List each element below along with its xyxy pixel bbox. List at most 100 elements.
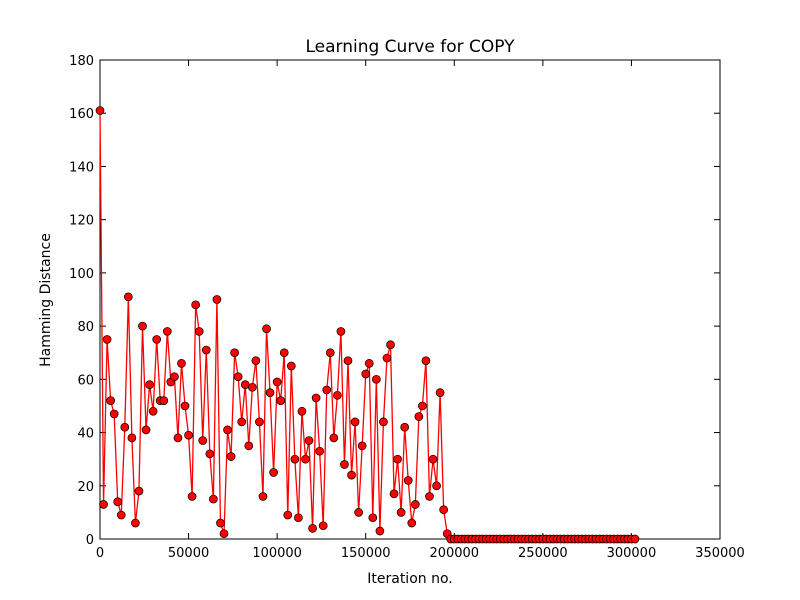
data-point (262, 324, 271, 334)
data-point (393, 454, 402, 464)
x-tick-label: 50000 (168, 546, 209, 561)
data-point (379, 417, 388, 427)
data-point (315, 446, 325, 456)
data-point (194, 327, 204, 336)
data-point (123, 292, 133, 302)
data-point (322, 385, 332, 395)
data-point (233, 372, 243, 382)
data-point (131, 518, 140, 528)
x-tick-label: 100000 (252, 546, 302, 561)
data-point (148, 406, 158, 416)
data-point (230, 348, 239, 358)
data-point (361, 369, 371, 379)
data-point (99, 500, 108, 509)
y-tick-label: 180 (69, 54, 94, 69)
data-point (364, 359, 374, 368)
data-point (343, 356, 353, 366)
y-tick-label: 20 (77, 480, 94, 495)
data-point (396, 508, 406, 517)
data-point (318, 521, 328, 531)
data-point (219, 529, 229, 539)
data-point (414, 412, 424, 421)
data-point (95, 106, 105, 115)
data-point (630, 534, 640, 544)
data-point (269, 468, 278, 477)
y-tick-label: 120 (69, 214, 94, 229)
data-point (237, 417, 247, 427)
chart-title: Learning Curve for COPY (305, 37, 515, 57)
data-point (106, 396, 115, 405)
data-point (400, 422, 410, 432)
data-point (435, 388, 445, 397)
data-point (357, 441, 367, 451)
data-point (201, 345, 211, 355)
data-point (141, 425, 151, 435)
data-point (375, 526, 385, 536)
data-point (244, 441, 254, 451)
data-point (354, 508, 363, 517)
data-point (290, 454, 300, 464)
data-point (216, 518, 225, 528)
x-tick-label: 200000 (429, 546, 479, 561)
data-point (152, 335, 162, 344)
data-point (432, 481, 441, 491)
data-point (265, 388, 275, 397)
x-tick-label: 350000 (695, 546, 745, 561)
data-point (198, 436, 208, 445)
data-point (425, 492, 434, 501)
data-point (109, 409, 119, 419)
y-tick-label: 100 (69, 267, 94, 282)
data-point (283, 510, 293, 520)
data-point (134, 486, 144, 496)
data-point (279, 348, 289, 358)
y-axis-label: Hamming Distance (38, 233, 54, 367)
data-point (251, 356, 261, 366)
data-point (159, 396, 169, 405)
data-point (276, 396, 286, 405)
y-tick-label: 80 (77, 320, 94, 335)
y-tick-label: 40 (77, 427, 94, 442)
x-tick-label: 250000 (518, 546, 568, 561)
data-point (162, 327, 172, 336)
data-point (340, 460, 349, 469)
y-tick-label: 160 (69, 107, 94, 122)
data-point (138, 321, 147, 331)
data-point (294, 513, 303, 523)
data-point (325, 348, 335, 358)
data-point (403, 476, 413, 485)
data-point (247, 382, 257, 392)
data-point (180, 401, 190, 411)
data-point (301, 454, 310, 464)
y-tick-label: 140 (69, 160, 94, 175)
data-point (428, 454, 438, 464)
data-point (350, 417, 360, 427)
data-point (113, 497, 123, 507)
data-point (116, 510, 126, 520)
data-point (418, 401, 427, 411)
data-point (226, 452, 236, 461)
data-point (304, 436, 314, 445)
data-point (120, 422, 130, 432)
data-point (177, 359, 186, 368)
x-tick-label: 300000 (607, 546, 657, 561)
data-point (173, 433, 183, 443)
data-point (368, 513, 378, 523)
x-tick-label: 150000 (341, 546, 391, 561)
data-point (191, 300, 201, 310)
y-tick-label: 60 (77, 373, 94, 388)
data-point (212, 295, 222, 304)
data-point (439, 505, 449, 515)
data-point (272, 377, 282, 387)
data-point (223, 425, 232, 435)
series-line (99, 110, 635, 540)
data-point (102, 335, 112, 344)
x-tick-label: 0 (96, 546, 104, 561)
data-point (336, 327, 346, 336)
y-tick-label: 0 (86, 533, 94, 548)
data-point (347, 470, 356, 480)
data-point (184, 430, 193, 440)
x-axis-label: Iteration no. (367, 571, 452, 587)
data-point (209, 494, 218, 504)
data-point (170, 372, 179, 382)
